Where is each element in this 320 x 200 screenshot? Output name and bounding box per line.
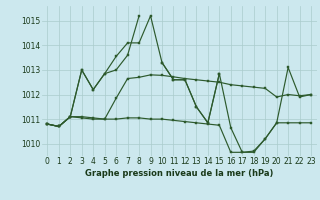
X-axis label: Graphe pression niveau de la mer (hPa): Graphe pression niveau de la mer (hPa) <box>85 169 273 178</box>
